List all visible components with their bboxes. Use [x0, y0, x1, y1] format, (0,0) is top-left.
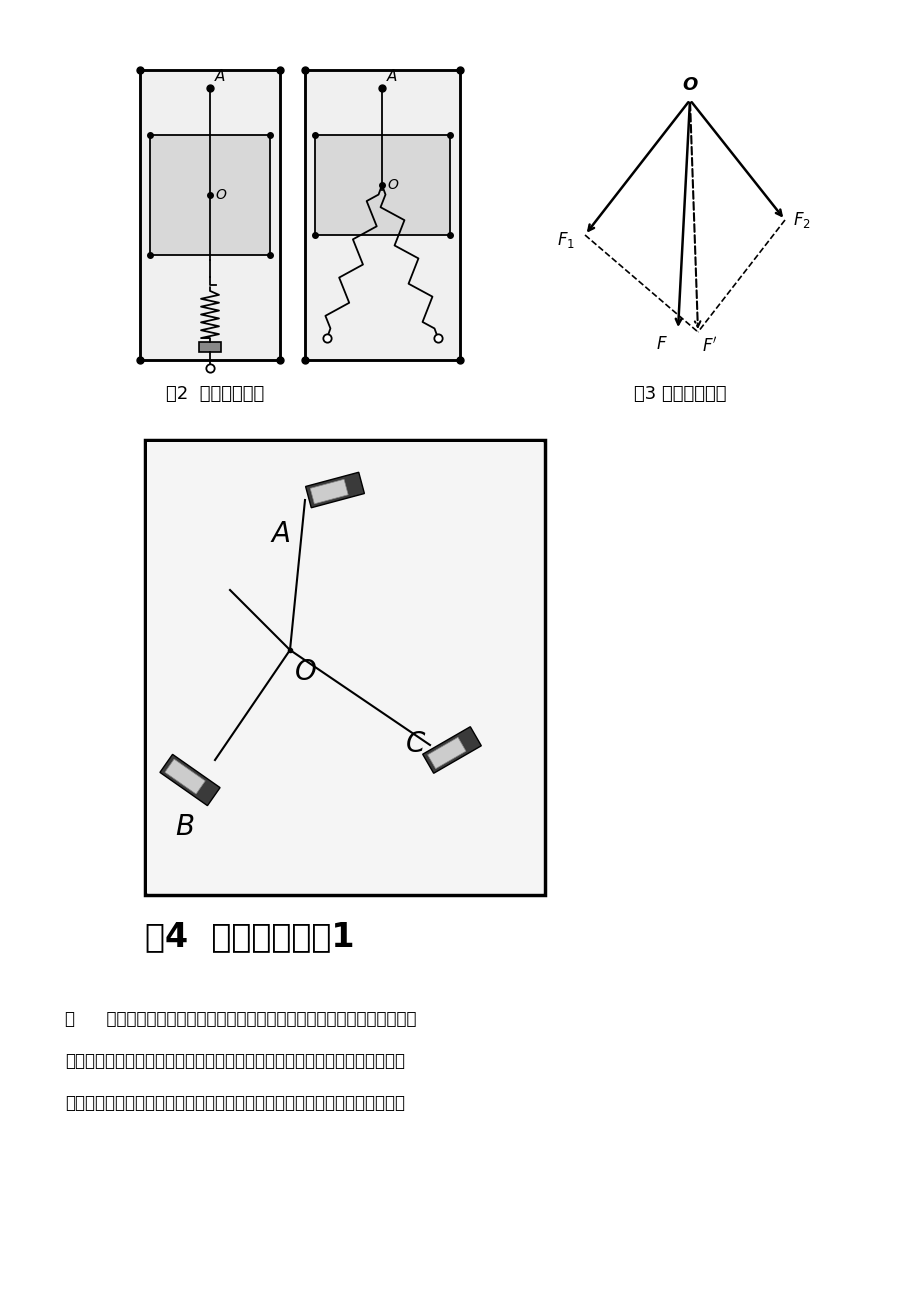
Text: A: A: [215, 69, 225, 85]
Text: $F_2$: $F_2$: [792, 210, 810, 230]
Polygon shape: [314, 135, 449, 234]
Polygon shape: [422, 727, 481, 773]
Text: 图2  传统实验过程: 图2 传统实验过程: [165, 385, 264, 404]
Text: A: A: [387, 69, 397, 85]
Polygon shape: [310, 479, 347, 504]
Polygon shape: [150, 135, 269, 255]
Polygon shape: [165, 759, 205, 794]
Text: $F'$: $F'$: [701, 337, 717, 355]
Text: A: A: [271, 519, 289, 548]
Polygon shape: [305, 473, 364, 508]
Text: O: O: [295, 658, 316, 686]
Text: O: O: [387, 178, 397, 191]
Polygon shape: [147, 441, 542, 893]
Polygon shape: [140, 70, 279, 359]
Text: 基础的开放教学过程，是以学习者自主思考、自主探究、自主实践、自主创造: 基础的开放教学过程，是以学习者自主思考、自主探究、自主实践、自主创造: [65, 1052, 404, 1070]
Text: 图3 传统实验结果: 图3 传统实验结果: [633, 385, 725, 404]
Text: 为特点，是以培养探究能力和创新意识为目标的一种新型教学模式。本文以验: 为特点，是以培养探究能力和创新意识为目标的一种新型教学模式。本文以验: [65, 1094, 404, 1112]
Text: $F_1$: $F_1$: [556, 230, 574, 250]
Text: 摘      要：创客实验教学模式是以构建学习者为中心，学生实践、自主探究为: 摘 要：创客实验教学模式是以构建学习者为中心，学生实践、自主探究为: [65, 1010, 416, 1029]
Polygon shape: [145, 440, 544, 894]
Text: O: O: [681, 76, 697, 94]
Text: B: B: [175, 812, 194, 841]
Polygon shape: [305, 70, 460, 359]
Text: 图4  创客实验方案1: 图4 创客实验方案1: [145, 921, 354, 953]
Text: $F$: $F$: [655, 335, 667, 353]
Polygon shape: [199, 342, 221, 352]
Polygon shape: [160, 754, 220, 806]
Polygon shape: [427, 737, 465, 768]
Text: C: C: [405, 730, 425, 758]
Text: O: O: [215, 187, 226, 202]
